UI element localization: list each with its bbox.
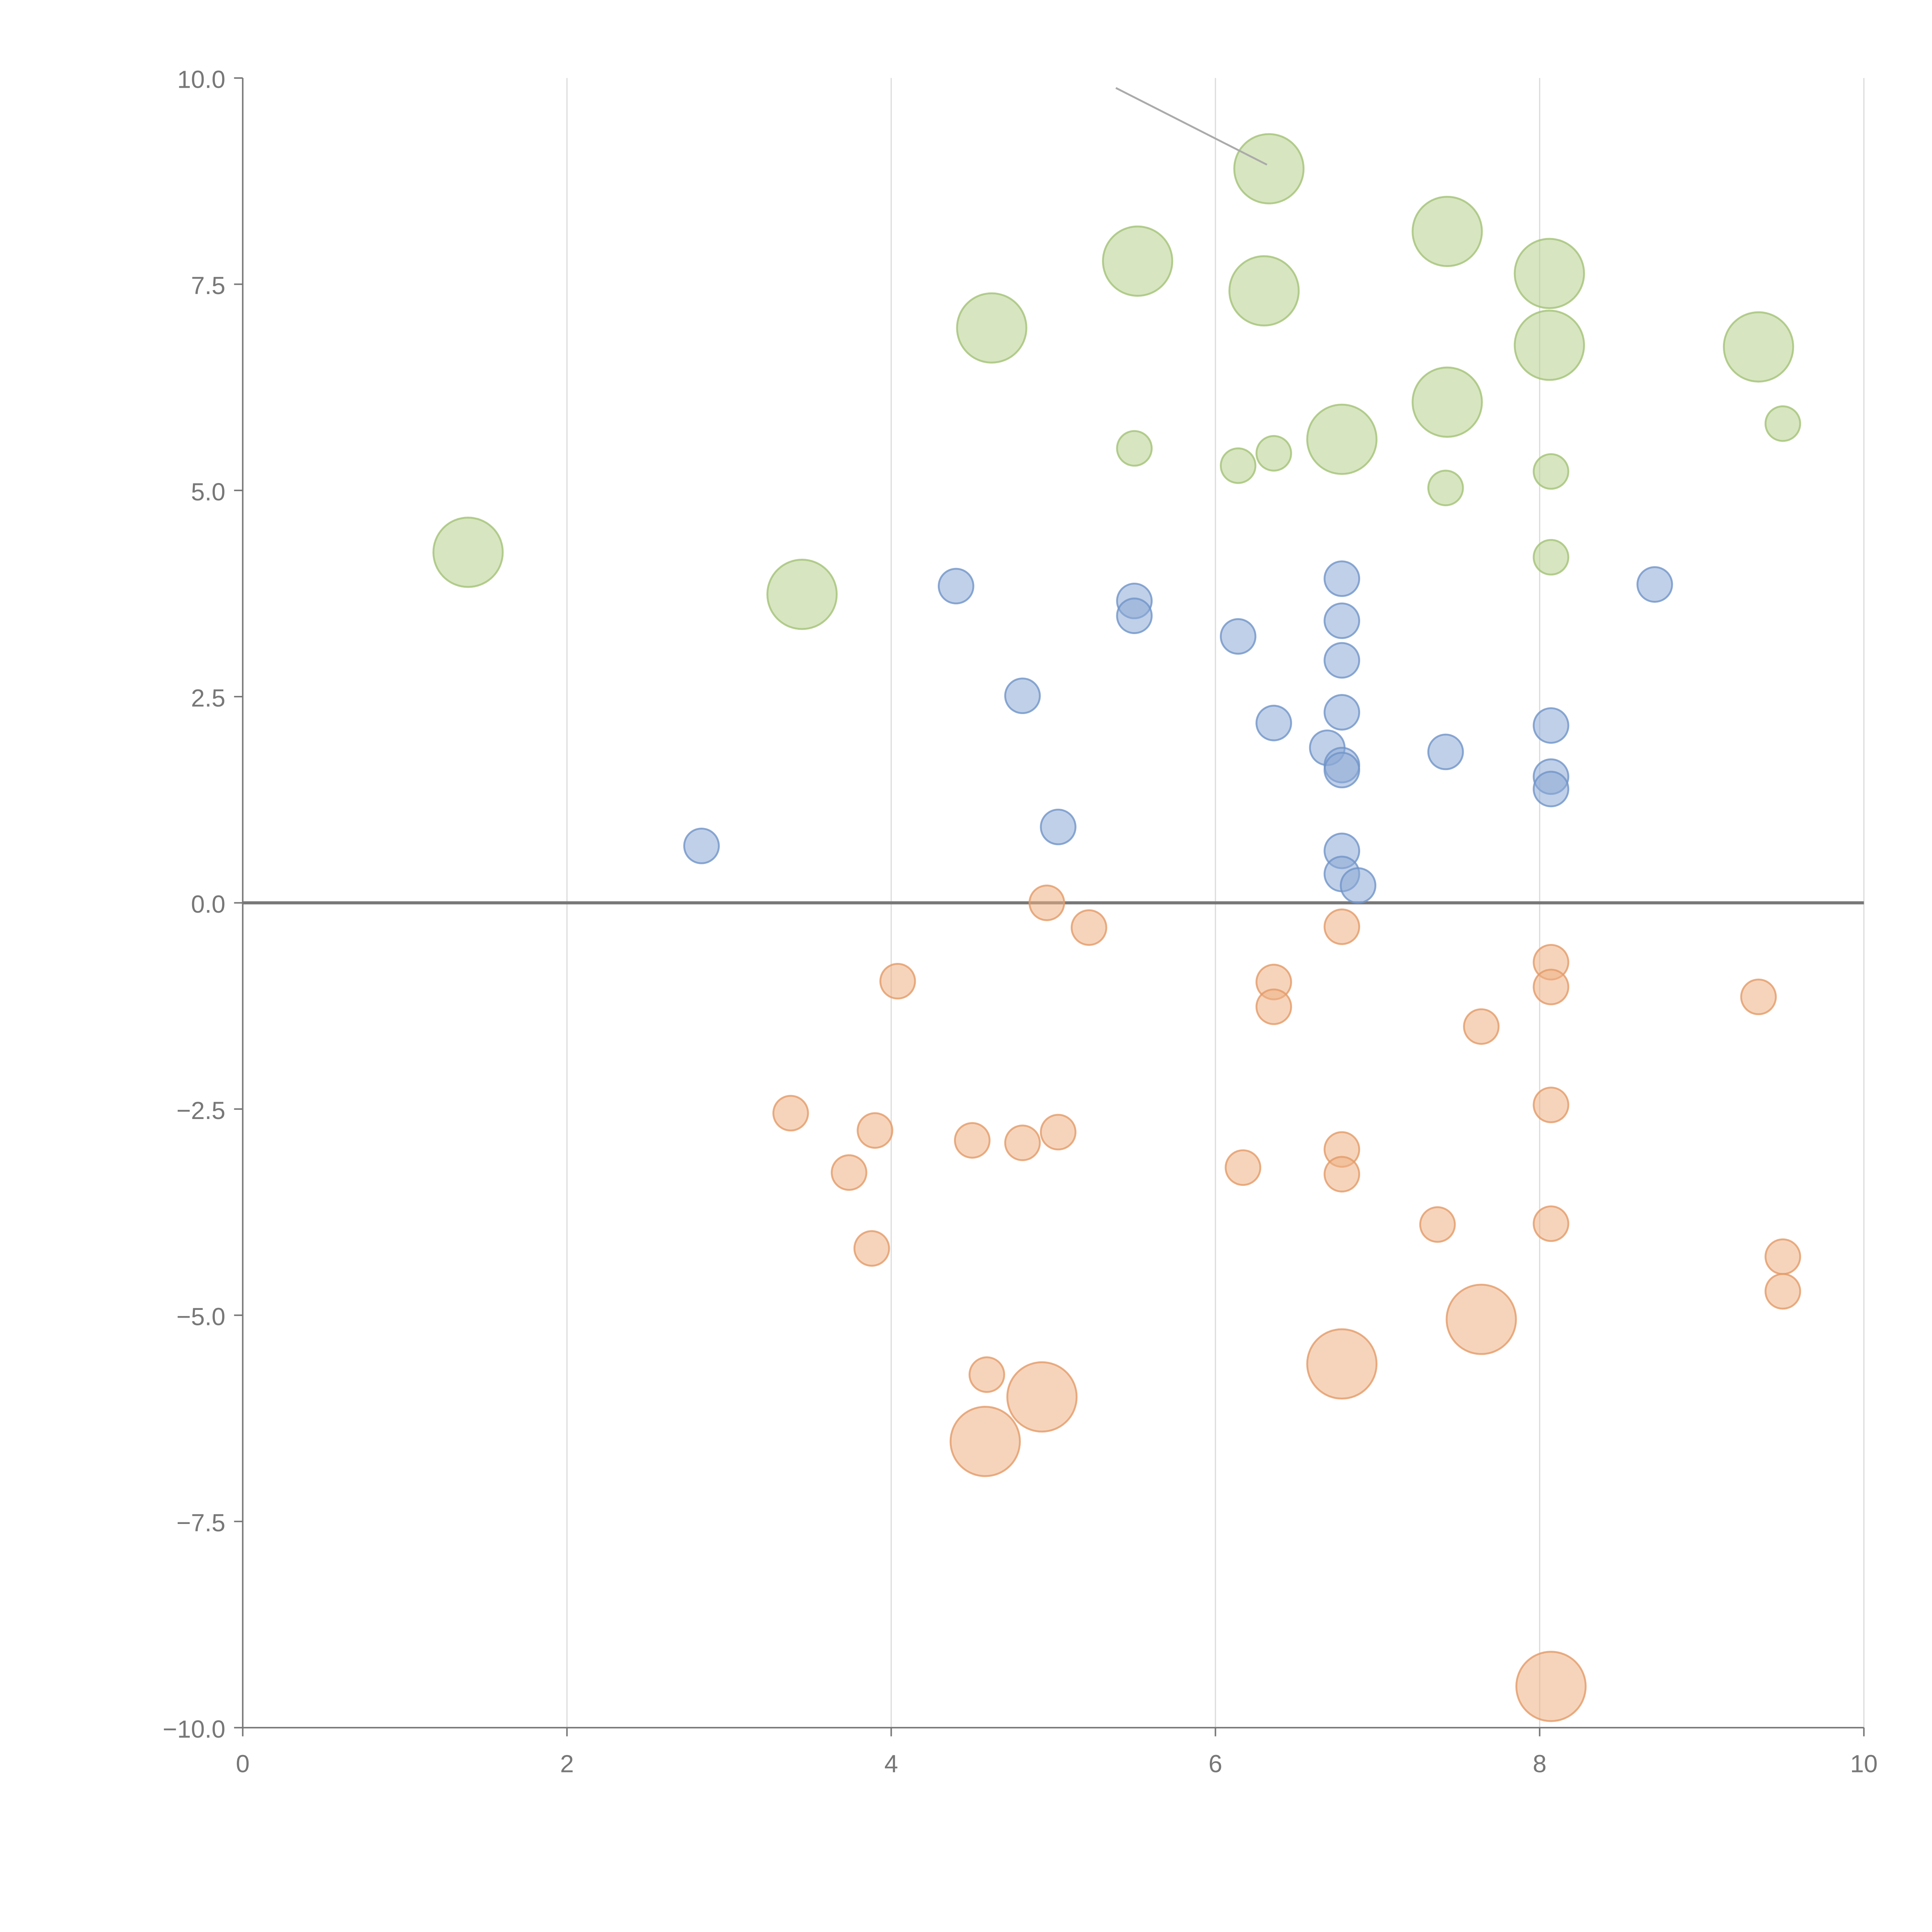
y-tick-label: −2.5: [177, 1097, 226, 1124]
data-point-blue: [1340, 867, 1376, 904]
data-point-orange: [1323, 1156, 1361, 1193]
data-point-orange: [1323, 908, 1361, 945]
data-point-blue: [1255, 704, 1292, 742]
data-point-green: [1514, 310, 1585, 381]
x-tick-label: 4: [884, 1750, 898, 1778]
data-point-orange: [1532, 1205, 1570, 1242]
data-point-green: [432, 517, 504, 588]
data-point-orange: [1532, 1087, 1570, 1123]
data-point-orange: [1515, 1651, 1587, 1722]
data-point-green: [1228, 255, 1300, 327]
data-point-orange: [772, 1095, 809, 1132]
data-point-orange: [1764, 1273, 1801, 1310]
data-point-orange: [954, 1122, 991, 1159]
data-point-blue: [1323, 602, 1361, 639]
y-tick-label: −5.0: [177, 1303, 226, 1330]
x-tick-label: 10: [1850, 1750, 1878, 1778]
data-point-orange: [1740, 978, 1777, 1015]
data-point-orange: [857, 1112, 893, 1149]
data-point-blue: [1323, 560, 1361, 597]
data-point-orange: [1532, 968, 1570, 1005]
y-tick-label: 0.0: [191, 890, 225, 918]
data-point-orange: [1306, 1328, 1378, 1400]
series-orange: [772, 884, 1801, 1722]
axes: 0 2 4 6 8 10 10.0 7.5 5.0 2.5 0.0 −2.5 −5.0 −7.5 −10.0: [163, 66, 1878, 1778]
data-point-blue: [1323, 752, 1361, 789]
data-point-green: [1532, 453, 1570, 490]
data-point-green: [766, 559, 838, 630]
data-point-orange: [1764, 1238, 1801, 1275]
data-point-blue: [1323, 642, 1361, 679]
data-point-orange: [1446, 1284, 1517, 1355]
data-point-orange: [1255, 988, 1292, 1025]
data-points: [432, 133, 1801, 1722]
data-point-orange: [1225, 1149, 1262, 1186]
data-point-green: [1427, 469, 1464, 507]
data-point-green: [1306, 403, 1378, 475]
data-point-green: [1764, 405, 1801, 442]
series-green: [432, 133, 1801, 630]
data-point-blue: [683, 827, 720, 864]
data-point-blue: [1427, 733, 1464, 770]
data-point-green: [1412, 196, 1483, 267]
data-point-orange: [879, 963, 916, 1000]
data-point-blue: [1323, 694, 1361, 731]
data-point-orange: [1463, 1008, 1500, 1045]
y-tick-label: 7.5: [191, 272, 225, 299]
data-point-blue: [937, 568, 975, 605]
x-tick-label: 6: [1209, 1750, 1223, 1778]
data-point-orange: [1028, 884, 1065, 921]
data-point-green: [1514, 238, 1585, 309]
data-point-orange: [1006, 1361, 1078, 1433]
y-tick-label: −7.5: [177, 1509, 226, 1537]
data-point-orange: [1040, 1114, 1077, 1151]
x-tick-label: 0: [236, 1750, 250, 1778]
data-point-orange: [831, 1154, 867, 1191]
data-point-blue: [1116, 597, 1153, 634]
data-point-green: [1723, 311, 1794, 383]
x-tick-label: 2: [560, 1750, 574, 1778]
data-point-orange: [1004, 1124, 1041, 1161]
annotation-leader-line: [1115, 87, 1267, 166]
data-point-green: [1233, 133, 1305, 204]
y-tick-label: −10.0: [163, 1715, 225, 1743]
data-point-orange: [853, 1230, 890, 1267]
data-point-green: [956, 292, 1027, 364]
data-point-green: [1102, 225, 1173, 297]
data-point-green: [1116, 430, 1153, 467]
y-tick-label: 5.0: [191, 478, 225, 506]
data-point-orange: [1419, 1206, 1456, 1243]
data-point-blue: [1636, 566, 1673, 603]
data-point-green: [1412, 366, 1483, 438]
series-blue: [683, 560, 1673, 904]
y-tick-label: 2.5: [191, 684, 225, 712]
data-point-blue: [1004, 677, 1041, 714]
data-point-blue: [1532, 707, 1570, 744]
data-point-orange: [1070, 909, 1107, 946]
data-point-orange: [968, 1356, 1005, 1393]
data-point-blue: [1532, 770, 1570, 808]
data-point-green: [1532, 539, 1570, 576]
data-point-blue: [1040, 808, 1077, 845]
data-point-blue: [1219, 618, 1257, 655]
y-tick-label: 10.0: [177, 66, 226, 94]
data-point-orange: [949, 1406, 1021, 1477]
x-tick-label: 8: [1533, 1750, 1547, 1778]
data-point-green: [1255, 435, 1292, 472]
data-point-green: [1219, 447, 1257, 484]
